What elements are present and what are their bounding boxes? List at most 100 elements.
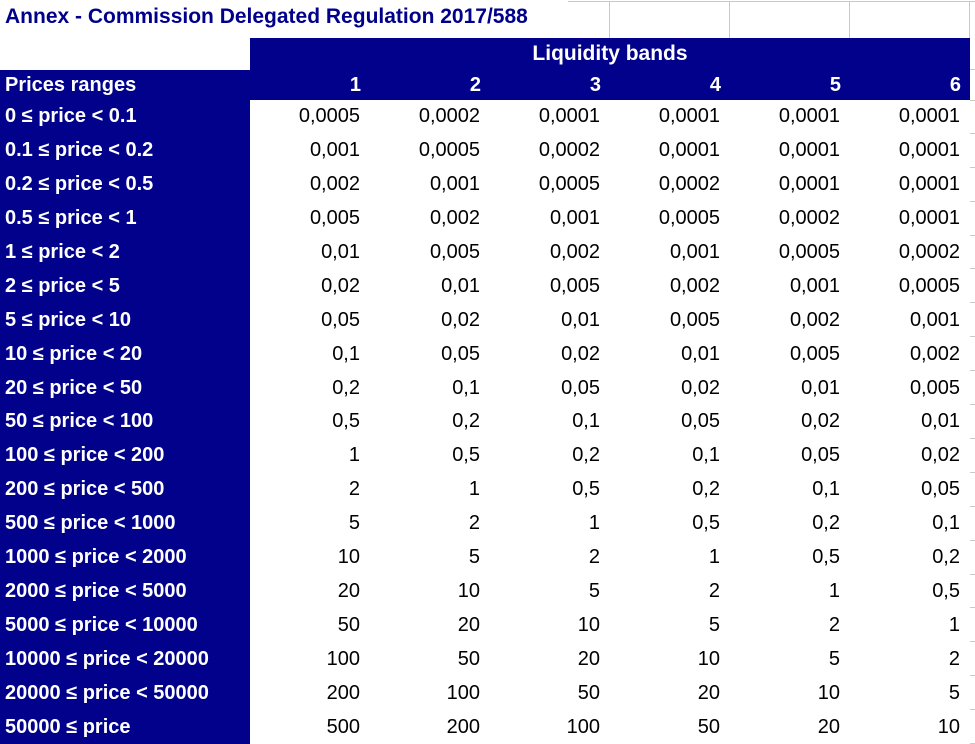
table-row: 5 ≤ price < 10 0,05 0,02 0,01 0,005 0,002 0,00… (0, 303, 975, 338)
gridline-sliver (970, 642, 975, 677)
tick-size-cell: 0,0005 (250, 100, 370, 134)
tick-size-cell: 50 (610, 710, 730, 744)
tick-size-cell: 5 (490, 574, 610, 609)
table-row: 20000 ≤ price < 50000 200 100 50 20 10 5 (0, 676, 975, 711)
price-range-label: 200 ≤ price < 500 (0, 472, 250, 507)
gridline-sliver (970, 201, 975, 236)
tick-size-cell: 0,005 (370, 235, 490, 270)
tick-size-cell: 0,05 (730, 438, 850, 473)
tick-size-cell: 500 (250, 710, 370, 744)
tick-size-cell: 100 (370, 676, 490, 711)
tick-size-cell: 0,2 (610, 472, 730, 507)
tick-size-cell: 1 (850, 608, 970, 643)
tick-size-cell: 10 (850, 710, 970, 744)
tick-size-cell: 0,2 (490, 438, 610, 473)
tick-size-cell: 0,01 (850, 405, 970, 439)
tick-size-cell: 0,05 (250, 303, 370, 338)
tick-size-cell: 0,1 (610, 438, 730, 473)
tick-size-cell: 2 (610, 574, 730, 609)
tick-size-cell: 0,05 (490, 371, 610, 406)
price-range-label: 2 ≤ price < 5 (0, 269, 250, 304)
tick-size-cell: 0,2 (250, 371, 370, 406)
gridline-sliver (970, 710, 975, 744)
table-row: 0.2 ≤ price < 0.5 0,002 0,001 0,0005 0,0002 0… (0, 167, 975, 202)
tick-size-cell: 0,0002 (850, 235, 970, 270)
tick-size-cell: 5 (850, 676, 970, 711)
tick-size-cell: 0,1 (730, 472, 850, 507)
gridline-sliver (970, 371, 975, 406)
gridline-vertical (849, 1, 850, 38)
tick-size-cell: 0,005 (610, 303, 730, 338)
tick-size-cell: 0,02 (850, 438, 970, 473)
tick-size-cell: 5 (370, 540, 490, 575)
tick-size-cell: 0,005 (850, 371, 970, 406)
band-column-header: 5 (829, 73, 841, 96)
tick-size-cell: 10 (490, 608, 610, 643)
price-range-label: 1 ≤ price < 2 (0, 235, 250, 270)
tick-size-cell: 0,001 (490, 201, 610, 236)
tick-size-cell: 0,02 (370, 303, 490, 338)
tick-size-cell: 2 (370, 506, 490, 541)
tick-size-cell: 10 (730, 676, 850, 711)
tick-size-cell: 0,0001 (730, 167, 850, 202)
tick-size-cell: 0,01 (370, 269, 490, 304)
tick-size-cell: 0,5 (730, 540, 850, 575)
table-row: 10000 ≤ price < 20000 100 50 20 10 5 2 (0, 642, 975, 677)
tick-size-cell: 50 (490, 676, 610, 711)
tick-size-cell: 1 (610, 540, 730, 575)
tick-size-cell: 10 (610, 642, 730, 677)
price-range-label: 5000 ≤ price < 10000 (0, 608, 250, 643)
tick-size-cell: 200 (370, 710, 490, 744)
tick-size-cell: 0,02 (610, 371, 730, 406)
tick-size-cell: 0,001 (370, 167, 490, 202)
tick-size-cell: 50 (250, 608, 370, 643)
table-row: 0.1 ≤ price < 0.2 0,001 0,0005 0,0002 0,0001… (0, 133, 975, 168)
table-row: 1000 ≤ price < 2000 10 5 2 1 0,5 0,2 (0, 540, 975, 575)
price-range-label: 2000 ≤ price < 5000 (0, 574, 250, 609)
gridline-sliver (970, 438, 975, 473)
tick-size-cell: 0,002 (850, 337, 970, 372)
tick-size-cell: 0,0001 (850, 167, 970, 202)
price-range-label: 0.5 ≤ price < 1 (0, 201, 250, 236)
tick-size-cell: 0,01 (730, 371, 850, 406)
tick-size-cell: 0,0002 (730, 201, 850, 236)
tick-size-cell: 20 (490, 642, 610, 677)
gridline-sliver (970, 506, 975, 541)
gridline-sliver (970, 472, 975, 507)
price-range-label: 10 ≤ price < 20 (0, 337, 250, 372)
table-row: 20 ≤ price < 50 0,2 0,1 0,05 0,02 0,01 0,005 (0, 371, 975, 406)
tick-size-cell: 20 (250, 574, 370, 609)
tick-size-cell: 0,02 (250, 269, 370, 304)
tick-size-cell: 0,0002 (610, 167, 730, 202)
gridline-sliver (970, 337, 975, 372)
tick-size-cell: 100 (490, 710, 610, 744)
table-row: 2000 ≤ price < 5000 20 10 5 2 1 0,5 (0, 574, 975, 609)
gridline-sliver (970, 608, 975, 643)
tick-size-cell: 0,005 (250, 201, 370, 236)
tick-size-cell: 0,001 (730, 269, 850, 304)
gridline-sliver (970, 676, 975, 711)
gridline-sliver (970, 574, 975, 609)
tick-size-cell: 0,2 (370, 405, 490, 439)
band-column-header: 4 (709, 73, 721, 96)
table-row: 50 ≤ price < 100 0,5 0,2 0,1 0,05 0,02 0,01 (0, 405, 975, 439)
price-range-label: 1000 ≤ price < 2000 (0, 540, 250, 575)
table-body: 0 ≤ price < 0.1 0,0005 0,0002 0,0001 0,0001 0… (0, 100, 975, 744)
price-range-label: 100 ≤ price < 200 (0, 438, 250, 473)
table-row: 200 ≤ price < 500 2 1 0,5 0,2 0,1 0,05 (0, 472, 975, 507)
table-row: 50000 ≤ price 500 200 100 50 20 10 (0, 710, 975, 744)
tick-size-cell: 0,0001 (850, 100, 970, 134)
band-column-header: 6 (949, 73, 961, 96)
tick-size-cell: 10 (370, 574, 490, 609)
tick-size-cell: 0,2 (850, 540, 970, 575)
tick-size-cell: 2 (850, 642, 970, 677)
tick-size-cell: 0,0001 (610, 133, 730, 168)
table-row: 10 ≤ price < 20 0,1 0,05 0,02 0,01 0,005 0,002 (0, 337, 975, 372)
gridline-sliver (970, 405, 975, 439)
tick-size-cell: 0,0005 (490, 167, 610, 202)
table-row: 500 ≤ price < 1000 5 2 1 0,5 0,2 0,1 (0, 506, 975, 541)
table-row: 2 ≤ price < 5 0,02 0,01 0,005 0,002 0,001 0,00… (0, 269, 975, 304)
gridline-sliver (970, 269, 975, 304)
tick-size-cell: 0,005 (490, 269, 610, 304)
